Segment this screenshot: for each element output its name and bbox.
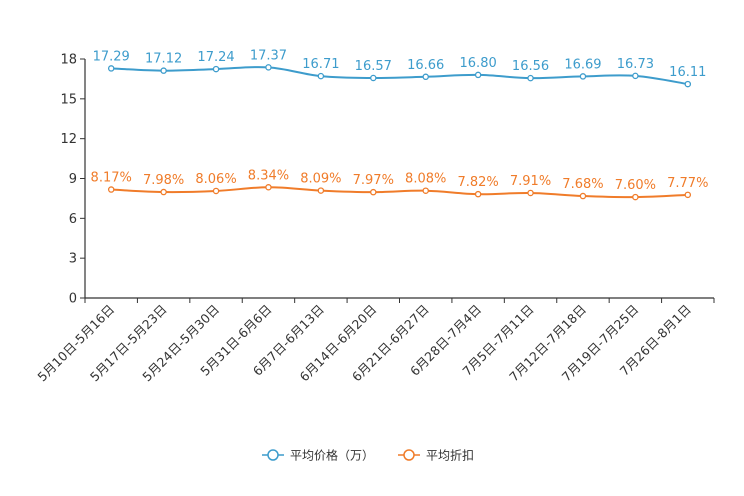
data-point[interactable] (632, 72, 639, 80)
y-tick-label: 12 (60, 132, 77, 147)
data-point[interactable] (265, 64, 272, 71)
data-label: 8.09% (300, 172, 341, 187)
data-point[interactable] (265, 184, 272, 191)
y-tick-label: 3 (69, 252, 77, 267)
data-point[interactable] (212, 187, 220, 195)
x-axis-ticks: 5月10日-5月16日5月17日-5月23日5月24日-5月30日5月31日-6… (34, 298, 715, 384)
legend-item-2[interactable]: 平均折扣 (398, 448, 474, 463)
data-label: 7.97% (353, 173, 394, 188)
y-tick-label: 9 (69, 172, 77, 187)
data-label: 8.34% (248, 168, 289, 183)
data-label: 8.06% (195, 172, 236, 187)
legend-item-1[interactable]: 平均价格（万） (262, 448, 374, 463)
data-point[interactable] (160, 188, 167, 196)
data-point[interactable] (370, 188, 377, 196)
legend-marker-icon (403, 449, 415, 461)
data-point[interactable] (579, 192, 587, 200)
legend-label: 平均折扣 (426, 448, 474, 463)
legend: 平均价格（万） 平均折扣 (262, 448, 474, 463)
data-point[interactable] (107, 65, 115, 72)
data-label: 7.77% (667, 176, 708, 191)
series-2: 8.17% 7.98% 8.06% 8.34% 8.09% 7.97% 8.08% 7.82%… (91, 168, 708, 201)
y-tick-label: 6 (69, 212, 77, 227)
y-axis-ticks: 0 3 6 9 12 15 18 (60, 53, 85, 307)
data-point[interactable] (370, 74, 377, 82)
data-point[interactable] (422, 187, 429, 194)
data-label: 16.73 (617, 57, 654, 72)
data-label: 7.60% (615, 178, 656, 193)
data-label: 16.71 (302, 57, 339, 72)
series-layer: 17.29 17.12 17.24 17.37 16.71 16.57 16.66 16.80… (91, 48, 708, 201)
data-point[interactable] (474, 190, 482, 198)
data-point[interactable] (474, 71, 482, 79)
data-point[interactable] (317, 72, 325, 80)
data-label: 7.98% (143, 173, 184, 188)
data-label: 7.91% (510, 174, 551, 189)
data-label: 16.57 (355, 59, 392, 74)
data-point[interactable] (527, 189, 534, 197)
data-label: 16.66 (407, 58, 444, 73)
legend-label: 平均价格（万） (290, 448, 374, 463)
data-point[interactable] (527, 74, 534, 82)
series-line (111, 66, 688, 86)
data-point[interactable] (107, 186, 115, 193)
data-point[interactable] (684, 191, 692, 199)
data-label: 16.69 (564, 57, 601, 72)
data-label: 8.08% (405, 172, 446, 187)
data-label: 17.12 (145, 52, 182, 67)
data-label: 16.80 (460, 56, 497, 71)
y-tick-label: 15 (60, 92, 77, 107)
series-1: 17.29 17.12 17.24 17.37 16.71 16.57 16.66 16.80… (93, 48, 706, 88)
data-point[interactable] (160, 67, 167, 74)
data-label: 7.82% (457, 175, 498, 190)
data-label: 17.24 (197, 50, 234, 65)
data-point[interactable] (317, 187, 325, 194)
data-label: 17.29 (93, 49, 130, 64)
data-label: 8.17% (91, 171, 132, 186)
data-point[interactable] (212, 65, 220, 73)
legend-marker-icon (267, 449, 279, 461)
y-tick-label: 18 (60, 53, 77, 68)
data-point[interactable] (684, 80, 692, 88)
data-label: 7.68% (562, 177, 603, 192)
data-label: 16.11 (669, 65, 706, 80)
series-line (111, 186, 688, 199)
data-label: 17.37 (250, 48, 287, 63)
data-label: 16.56 (512, 59, 549, 74)
data-point[interactable] (422, 73, 429, 81)
data-point[interactable] (632, 193, 639, 201)
y-tick-label: 0 (69, 292, 77, 307)
data-point[interactable] (579, 73, 587, 80)
